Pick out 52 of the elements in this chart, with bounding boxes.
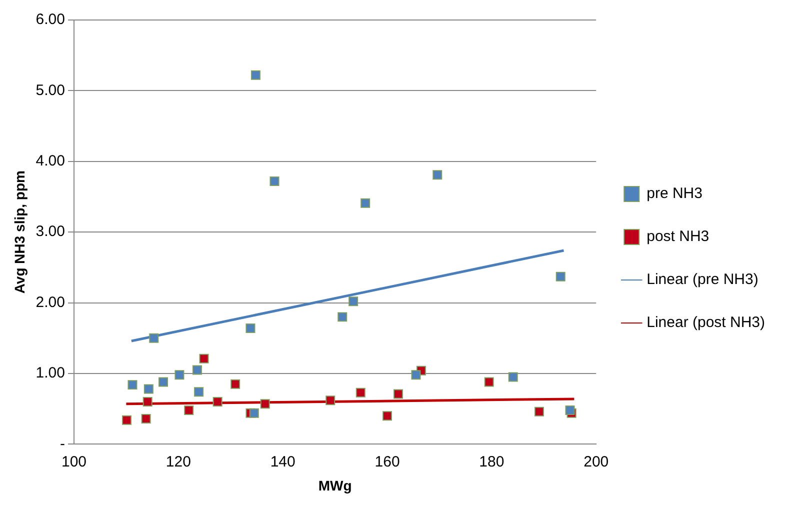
y-tick-label: 6.00 <box>36 11 65 28</box>
x-tick-label: 200 <box>584 453 609 470</box>
point <box>565 406 575 416</box>
point <box>149 333 159 343</box>
y-axis-title: Avg NH3 slip, ppm <box>11 170 28 294</box>
point <box>174 370 184 380</box>
x-tick-label: 140 <box>270 453 296 470</box>
x-tick-label: 100 <box>61 453 87 470</box>
y-tick-label: 1.00 <box>36 364 65 382</box>
point <box>270 176 280 186</box>
point <box>360 198 370 208</box>
x-axis-title: MWg <box>318 477 352 494</box>
point <box>356 388 366 398</box>
point <box>246 324 256 333</box>
x-tick-label: 120 <box>166 453 191 470</box>
point <box>338 312 348 322</box>
point <box>432 170 442 180</box>
y-tick-label: 4.00 <box>36 152 65 170</box>
point <box>128 380 138 390</box>
y-tick-label: 2.00 <box>36 294 65 311</box>
point <box>141 414 151 424</box>
legend-label: post NH3 <box>646 228 710 246</box>
x-tick-label: 160 <box>374 453 400 470</box>
point <box>192 365 202 375</box>
point <box>508 372 518 382</box>
point <box>212 397 222 407</box>
point <box>230 379 240 389</box>
point <box>199 354 209 364</box>
point <box>348 296 358 306</box>
point <box>194 387 204 397</box>
point <box>326 396 336 406</box>
point <box>411 370 421 380</box>
y-tick-label: 3.00 <box>36 223 65 240</box>
point <box>122 415 132 425</box>
point <box>534 406 544 416</box>
point <box>250 70 260 80</box>
point <box>393 389 403 399</box>
point <box>556 272 566 282</box>
x-tick-label: 180 <box>479 453 504 470</box>
legend-label: pre NH3 <box>646 185 702 202</box>
point <box>249 408 259 418</box>
legend-label: Linear (post NH3) <box>646 314 766 332</box>
point <box>144 384 154 394</box>
point <box>260 399 270 409</box>
point <box>484 377 494 387</box>
legend-label: Linear (pre NH3) <box>646 271 758 288</box>
point <box>142 397 152 407</box>
y-tick-label: 5.00 <box>36 82 65 99</box>
point <box>382 411 392 421</box>
y-tick-label: - <box>60 435 65 452</box>
point <box>158 377 168 387</box>
point <box>184 406 194 416</box>
